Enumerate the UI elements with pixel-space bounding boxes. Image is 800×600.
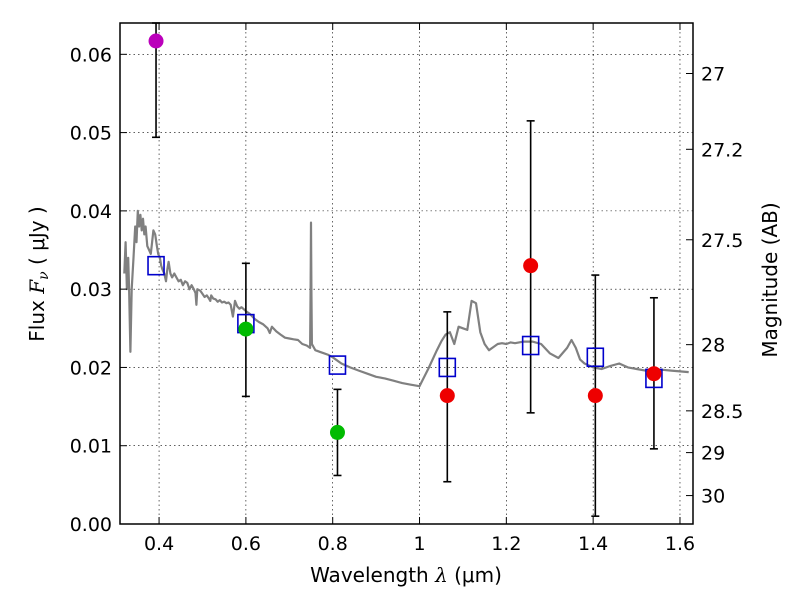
error-bars-layer [152,22,658,517]
y2-tick-label: 28 [701,335,725,357]
y-tick-label: 0.02 [70,357,112,379]
data-point [238,321,254,337]
grid [120,23,693,525]
model-square [147,255,165,276]
model-square [328,355,347,375]
y-tick-label: 0.04 [70,201,112,223]
y2-axis-title: Magnitude (AB) [758,202,782,357]
data-point [329,424,345,440]
y-tick-label: 0.03 [70,279,112,301]
y-tick-label: 0.06 [70,44,112,66]
data-point [523,258,539,274]
y-tick-label: 0.05 [70,123,112,145]
y-tick-label: 0.01 [70,436,112,458]
y2-tick-label: 30 [701,486,725,508]
x-tick-label: 1 [413,533,425,555]
x-tick-label: 0.8 [318,533,348,555]
spectrum-line [123,209,689,388]
x-tick-label: 1.6 [665,533,695,555]
x-tick-label: 0.4 [144,533,174,555]
y-tick-label: 0.00 [70,514,112,536]
data-point [646,366,662,382]
model-square [586,347,605,368]
y-axis-title: Flux Fν ( μJy ) [25,206,52,341]
data-point [148,33,164,49]
x-axis-title: Wavelength λ (μm) [310,563,502,587]
x-tick-label: 0.6 [231,533,261,555]
tick-labels-layer: 0.4 0.6 0.8 1 1.2 1.4 1.6 0.00 0.01 0.02 0.03 0.04 0… [70,44,744,555]
ticks-layer [120,23,693,525]
model-square [521,335,540,356]
y2-tick-label: 27.5 [701,230,743,252]
x-tick-label: 1.2 [491,533,521,555]
model-square [438,357,457,378]
data-point [439,388,455,404]
plot-frame [119,22,694,525]
y2-tick-label: 28.5 [701,401,743,423]
markers-layer [147,33,663,440]
x-tick-label: 1.4 [578,533,608,555]
y2-tick-label: 27.2 [701,139,743,161]
spectrum-layer [123,209,689,388]
y2-tick-label: 29 [701,443,725,465]
y2-tick-label: 27 [701,64,725,86]
data-point [587,388,603,404]
